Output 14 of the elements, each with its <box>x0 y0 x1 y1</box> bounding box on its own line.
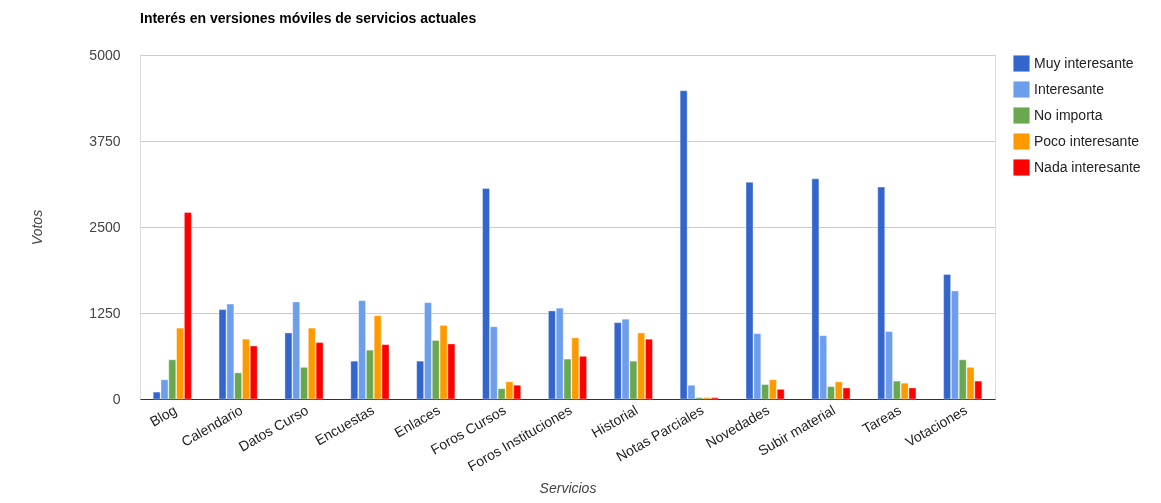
legend-label: Poco interesante <box>1034 132 1140 149</box>
y-tick-label: 5000 <box>89 46 121 63</box>
x-tick-label: Blog <box>147 401 180 430</box>
y-tick-label: 1250 <box>89 304 121 321</box>
x-axis-title: Servicios <box>539 480 597 497</box>
legend-label: Interesante <box>1034 80 1105 97</box>
y-axis-title: Votos <box>29 209 46 246</box>
chart-title: Interés en versiones móviles de servicios actuales <box>140 10 477 26</box>
y-tick-label: 2500 <box>89 218 121 235</box>
legend-label: No importa <box>1034 106 1103 123</box>
y-tick-label: 3750 <box>89 132 121 149</box>
y-tick-label: 0 <box>112 390 121 407</box>
legend-label: Muy interesante <box>1034 54 1134 71</box>
legend-label: Nada interesante <box>1034 158 1141 175</box>
